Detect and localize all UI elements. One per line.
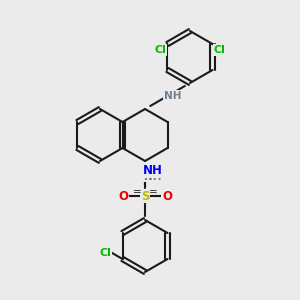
Text: Cl: Cl	[154, 45, 166, 55]
Text: O: O	[162, 190, 172, 202]
Text: Cl: Cl	[214, 45, 226, 55]
Text: S: S	[141, 190, 149, 202]
Text: NH: NH	[143, 164, 163, 178]
Text: NH: NH	[164, 91, 181, 101]
Text: Cl: Cl	[100, 248, 111, 258]
Text: =: =	[133, 187, 141, 197]
Text: =: =	[149, 187, 158, 197]
Text: O: O	[118, 190, 128, 202]
Text: NH: NH	[144, 172, 162, 182]
